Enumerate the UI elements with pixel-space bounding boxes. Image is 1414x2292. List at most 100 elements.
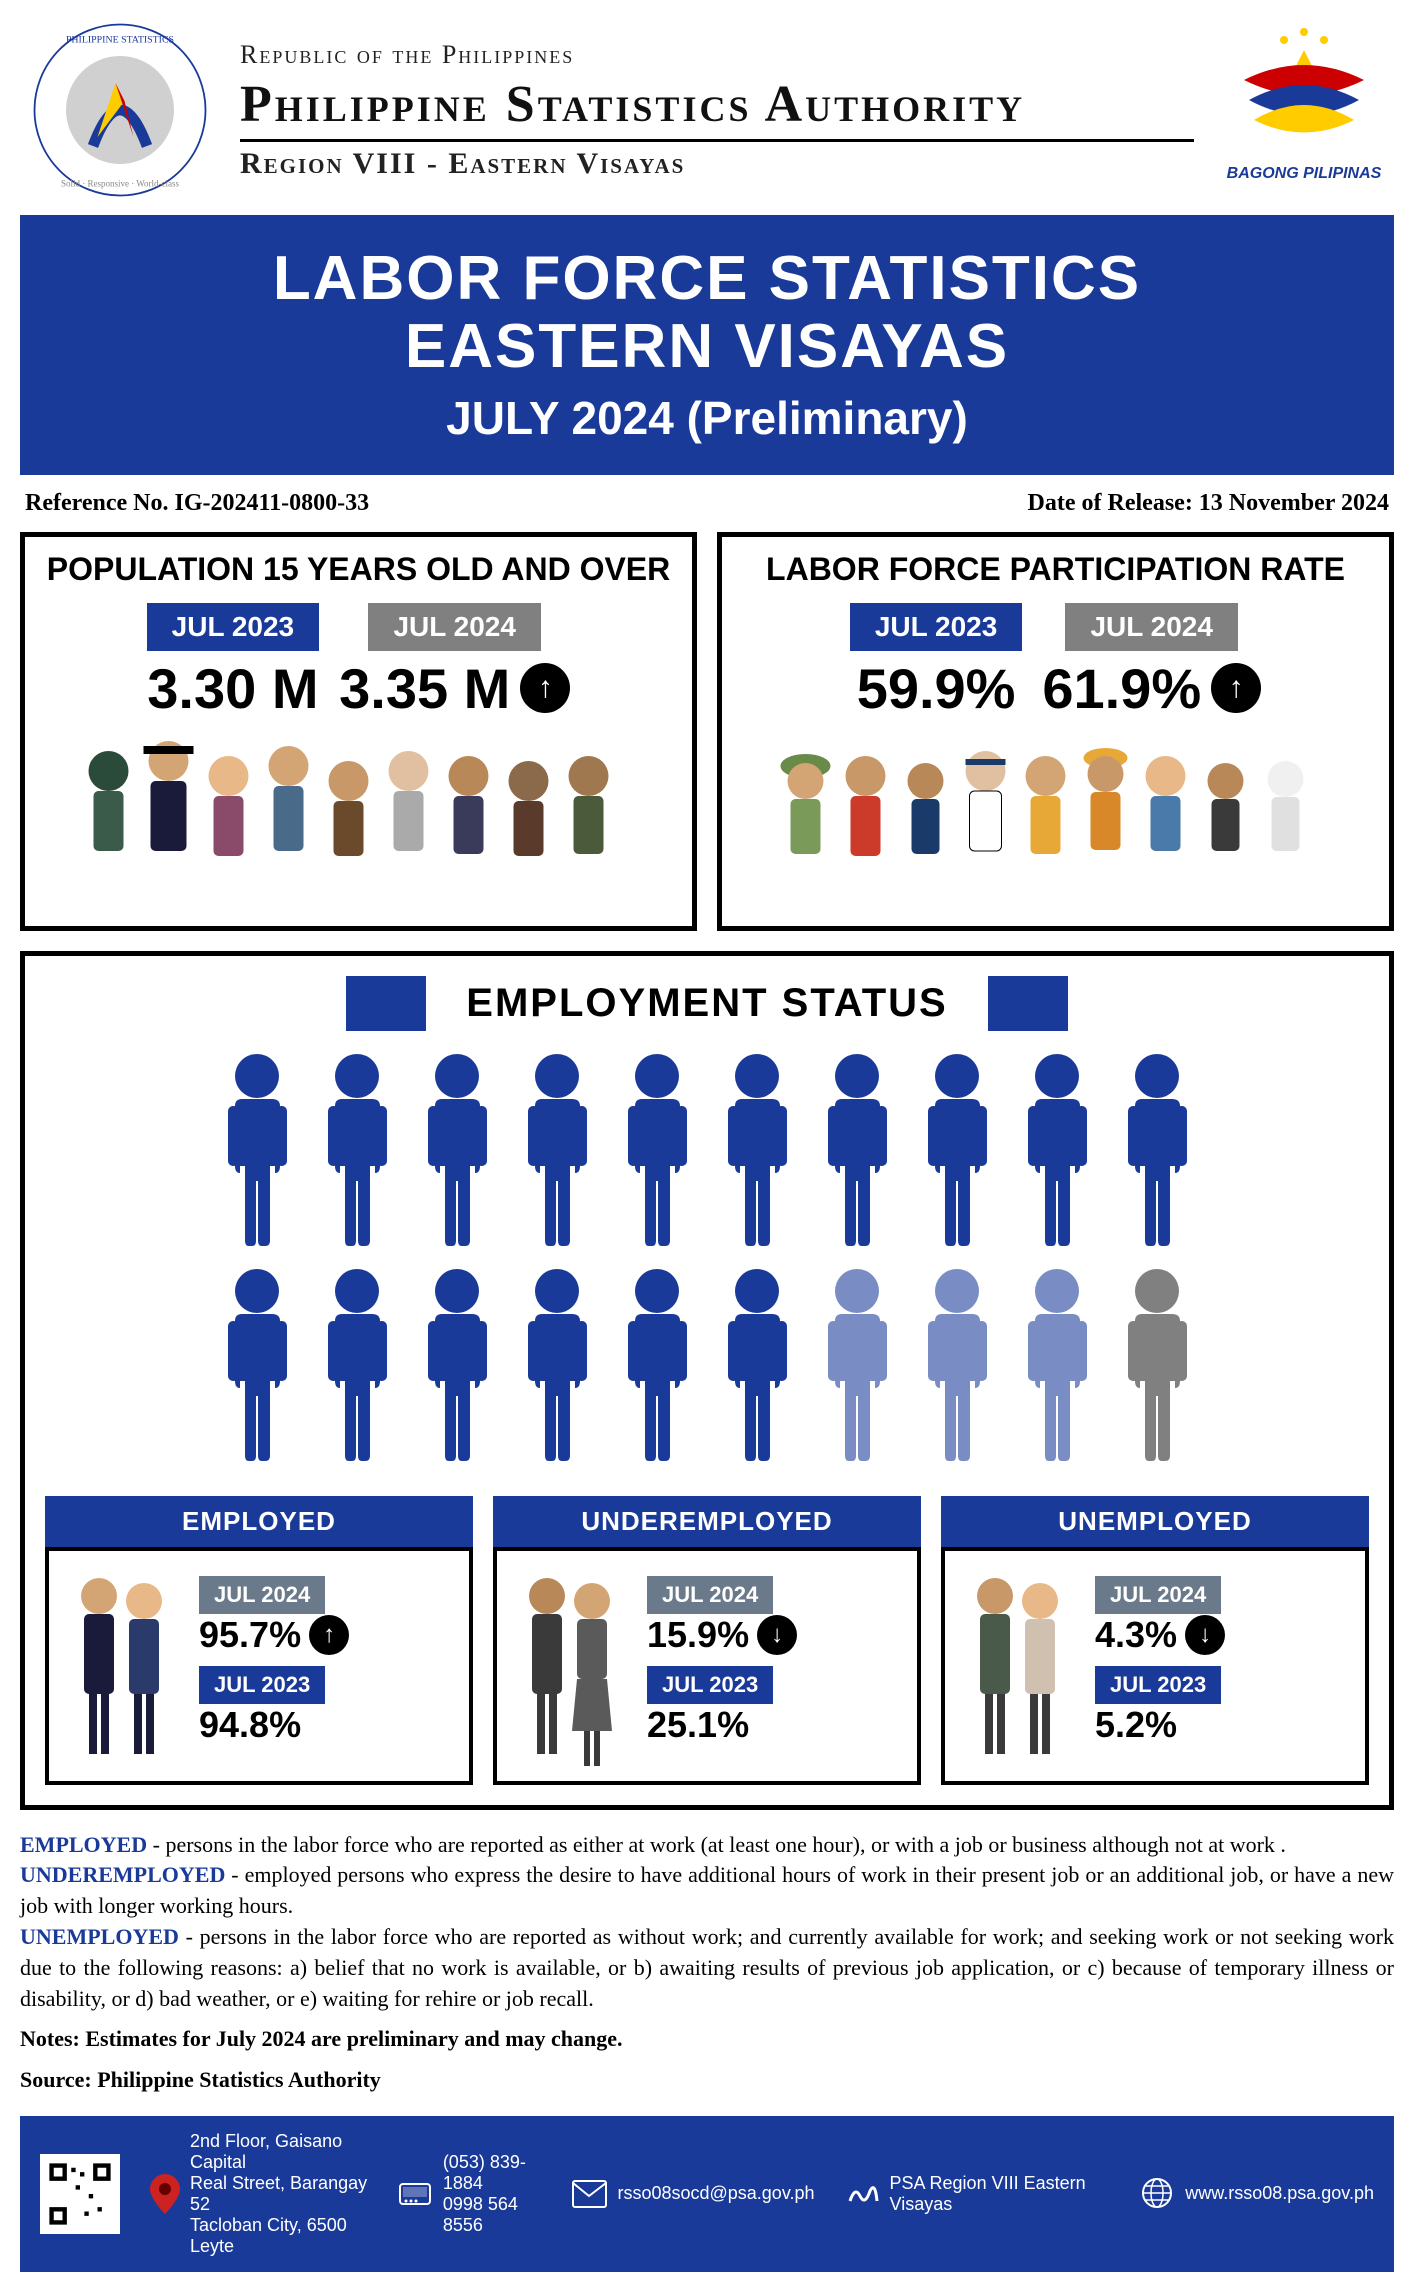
underemployed-column: UNDEREMPLOYED JUL 2024 15.9%↓ JUL 2023 2… (493, 1496, 921, 1785)
unemp-2023-value: 5.2% (1095, 1704, 1177, 1746)
workers-illustration (737, 731, 1374, 911)
employment-status-box: EMPLOYMENT STATUS (20, 951, 1394, 1810)
def-underemployed-term: UNDEREMPLOYED (20, 1862, 225, 1887)
person-icon (220, 1051, 295, 1251)
person-icon (1020, 1051, 1095, 1251)
emp-2023-value: 94.8% (199, 1704, 301, 1746)
svg-text:PHILIPPINE STATISTICS: PHILIPPINE STATISTICS (66, 35, 174, 46)
definitions: EMPLOYED - persons in the labor force wh… (20, 1830, 1394, 2096)
emp-2024-label: JUL 2024 (199, 1576, 325, 1614)
phone1: (053) 839-1884 (443, 2152, 543, 2194)
header-text: Republic of the Philippines Philippine S… (240, 20, 1194, 181)
person-icon (920, 1051, 995, 1251)
person-icon (420, 1051, 495, 1251)
banner-line2: EASTERN VISAYAS (40, 313, 1374, 381)
republic-text: Republic of the Philippines (240, 40, 1194, 70)
title-bar-right (988, 976, 1068, 1031)
reference-number: Reference No. IG-202411-0800-33 (25, 490, 369, 517)
header: PHILIPPINE STATISTICS Solid · Responsive… (20, 20, 1394, 200)
footer-address: 2nd Floor, Gaisano Capital Real Street, … (150, 2131, 368, 2257)
pop-2024-label: JUL 2024 (368, 603, 540, 651)
employed-column: EMPLOYED JUL 2024 95.7%↑ JUL 2023 94.8% (45, 1496, 473, 1785)
employment-status-title: EMPLOYMENT STATUS (426, 976, 987, 1031)
unemployed-label: UNEMPLOYED (941, 1496, 1369, 1547)
web-text: www.rsso08.psa.gov.ph (1185, 2183, 1374, 2204)
footer: 2nd Floor, Gaisano Capital Real Street, … (20, 2116, 1394, 2272)
person-icon (1120, 1051, 1195, 1251)
region-text: Region VIII - Eastern Visayas (240, 147, 1194, 181)
location-pin-icon (150, 2174, 180, 2214)
psa-title: Philippine Statistics Authority (240, 75, 1194, 142)
banner-subtitle: JULY 2024 (Preliminary) (40, 391, 1374, 445)
footer-phone: (053) 839-1884 0998 564 8556 (398, 2152, 543, 2236)
release-date: Date of Release: 13 November 2024 (1028, 490, 1389, 517)
employed-illustration (64, 1566, 184, 1766)
phone2: 0998 564 8556 (443, 2194, 543, 2236)
reference-row: Reference No. IG-202411-0800-33 Date of … (20, 490, 1394, 517)
person-icon (320, 1266, 395, 1466)
svg-text:Solid · Responsive · World-cla: Solid · Responsive · World-class (61, 179, 180, 189)
def-employed: - persons in the labor force who are rep… (147, 1832, 1286, 1857)
lfpr-box: LABOR FORCE PARTICIPATION RATE JUL 2023 … (717, 532, 1394, 930)
title-banner: LABOR FORCE STATISTICS EASTERN VISAYAS J… (20, 215, 1394, 475)
unemployed-column: UNEMPLOYED JUL 2024 4.3%↓ JUL 2023 5.2% (941, 1496, 1369, 1785)
footer-web: www.rsso08.psa.gov.ph (1140, 2176, 1374, 2211)
employed-label: EMPLOYED (45, 1496, 473, 1547)
lfpr-2024-label: JUL 2024 (1065, 603, 1237, 651)
people-pictogram (45, 1051, 1369, 1466)
footer-email: rsso08socd@psa.gov.ph (572, 2180, 814, 2208)
und-2023-label: JUL 2023 (647, 1666, 773, 1704)
phone-icon (398, 2176, 433, 2211)
arrow-down-icon: ↓ (757, 1615, 797, 1655)
addr-line2: Real Street, Barangay 52 (190, 2173, 368, 2215)
lfpr-2024-value: 61.9% (1042, 656, 1201, 721)
def-unemployed: - persons in the labor force who are rep… (20, 1924, 1394, 2011)
def-unemployed-term: UNEMPLOYED (20, 1924, 179, 1949)
bagong-pilipinas-logo: BAGONG PILIPINAS (1214, 20, 1394, 183)
population-title: POPULATION 15 YEARS OLD AND OVER (40, 552, 677, 587)
emp-2024-value: 95.7% (199, 1614, 301, 1656)
pop-2023-value: 3.30 M (147, 656, 319, 721)
unemp-2024-label: JUL 2024 (1095, 1576, 1221, 1614)
population-box: POPULATION 15 YEARS OLD AND OVER JUL 202… (20, 532, 697, 930)
person-icon (520, 1266, 595, 1466)
email-icon (572, 2180, 607, 2208)
person-icon (620, 1051, 695, 1251)
unemp-2024-value: 4.3% (1095, 1614, 1177, 1656)
pop-2023-label: JUL 2023 (147, 603, 319, 651)
arrow-up-icon: ↑ (309, 1615, 349, 1655)
addr-line3: Tacloban City, 6500 Leyte (190, 2215, 368, 2257)
person-icon (620, 1266, 695, 1466)
underemployed-label: UNDEREMPLOYED (493, 1496, 921, 1547)
psa-logo-icon: PHILIPPINE STATISTICS Solid · Responsive… (20, 20, 220, 200)
person-icon (420, 1266, 495, 1466)
person-icon (520, 1051, 595, 1251)
person-icon (720, 1051, 795, 1251)
unemp-2023-label: JUL 2023 (1095, 1666, 1221, 1704)
und-2023-value: 25.1% (647, 1704, 749, 1746)
unemployed-illustration (960, 1566, 1080, 1766)
pop-2024-value: 3.35 M (339, 656, 510, 721)
meta-icon (845, 2176, 880, 2211)
arrow-up-icon: ↑ (1211, 663, 1261, 713)
lfpr-2023-value: 59.9% (850, 656, 1022, 721)
person-icon (1020, 1266, 1095, 1466)
person-icon (920, 1266, 995, 1466)
person-icon (820, 1266, 895, 1466)
arrow-up-icon: ↑ (520, 663, 570, 713)
addr-line1: 2nd Floor, Gaisano Capital (190, 2131, 368, 2173)
person-icon (320, 1051, 395, 1251)
emp-2023-label: JUL 2023 (199, 1666, 325, 1704)
und-2024-value: 15.9% (647, 1614, 749, 1656)
def-employed-term: EMPLOYED (20, 1832, 147, 1857)
lfpr-title: LABOR FORCE PARTICIPATION RATE (737, 552, 1374, 587)
lfpr-2023-label: JUL 2023 (850, 603, 1022, 651)
person-icon (1120, 1266, 1195, 1466)
notes-text: Notes: Estimates for July 2024 are preli… (20, 2024, 1394, 2055)
people-illustration (40, 731, 677, 911)
bagong-text: BAGONG PILIPINAS (1214, 165, 1394, 183)
def-underemployed: - employed persons who express the desir… (20, 1862, 1394, 1918)
globe-icon (1140, 2176, 1175, 2211)
social-text: PSA Region VIII Eastern Visayas (890, 2173, 1111, 2215)
und-2024-label: JUL 2024 (647, 1576, 773, 1614)
